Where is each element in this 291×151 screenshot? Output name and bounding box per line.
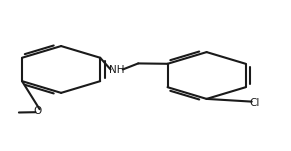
Text: O: O [34, 106, 42, 116]
Text: Cl: Cl [249, 98, 260, 108]
Text: NH: NH [109, 65, 124, 75]
